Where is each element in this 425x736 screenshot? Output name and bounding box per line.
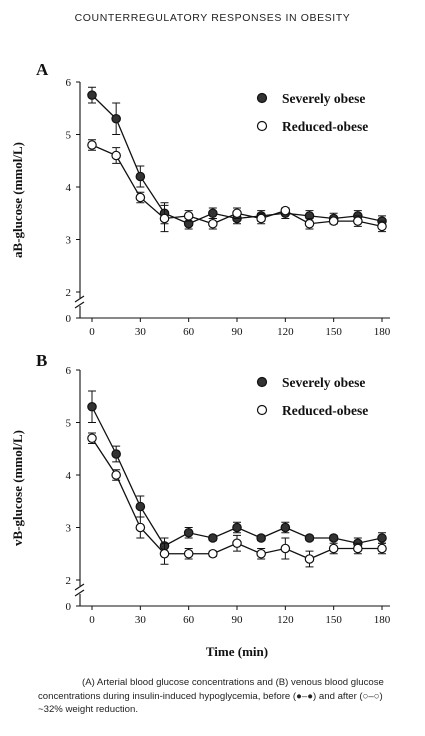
data-point [135,501,146,512]
data-point [208,218,218,229]
series-line [91,94,383,225]
legend-marker [256,376,268,388]
running-header: COUNTERREGULATORY RESPONSES IN OBESITY [74,12,351,24]
data-point [304,218,315,229]
series-reduced-obese [87,432,387,568]
x-tick-label: 150 [325,614,342,626]
data-point [208,208,218,219]
legend-marker [256,120,268,132]
x-tick-label: 90 [232,614,244,626]
y-tick-label: 3 [66,523,72,535]
data-point [353,543,363,554]
data-point [280,543,291,554]
y-tick-label: 4 [66,470,72,482]
x-tick-label: 180 [374,326,391,338]
data-point [256,548,266,559]
y-tick-label: 2 [66,287,72,299]
x-axis-title: Time (min) [206,644,268,659]
panel-label: A [36,60,49,79]
data-point [280,205,291,216]
x-tick-label: 120 [277,326,294,338]
x-tick-label: 60 [183,326,195,338]
legend-label: Severely obese [282,91,365,106]
data-point [111,449,121,459]
data-point [183,548,194,559]
data-point [208,533,218,543]
data-point [353,216,363,226]
data-point [328,216,339,226]
data-point [183,211,194,221]
data-point [232,208,242,219]
data-point [328,543,339,554]
data-point [304,554,315,564]
data-point [256,213,266,224]
x-tick-label: 30 [135,326,147,338]
data-point [159,548,170,559]
data-point [111,470,121,480]
data-point [377,543,387,554]
y-tick-label: 3 [66,235,72,247]
data-point [87,401,97,412]
y-tick-label: 6 [66,365,72,377]
data-point [377,221,387,232]
data-point [208,548,218,559]
y-axis-title: vB-glucose (mmol/L) [10,430,25,546]
data-point [256,533,266,543]
y-tick-label: 5 [66,418,72,430]
data-point [111,150,121,161]
y-tick-label: 0 [66,601,72,613]
data-point [159,213,170,224]
legend-label: Severely obese [282,375,365,390]
axis-break-mark [74,589,85,597]
data-point [232,538,242,549]
data-point [183,527,194,538]
axis-break-mark [74,295,85,303]
data-point [280,522,291,533]
data-point [111,113,121,124]
x-tick-label: 90 [232,326,244,338]
data-point [328,533,339,543]
x-tick-label: 0 [89,326,95,338]
y-tick-label: 0 [66,313,72,325]
data-point [232,522,242,533]
legend-marker [256,92,268,104]
data-point [135,192,146,203]
x-tick-label: 180 [374,614,391,626]
data-point [135,171,146,182]
data-point [135,522,146,533]
y-tick-label: 4 [66,182,72,194]
legend-marker [256,404,268,416]
x-tick-label: 0 [89,614,95,626]
y-tick-label: 5 [66,130,72,142]
legend-label: Reduced-obese [282,403,368,418]
y-tick-label: 2 [66,575,72,587]
axis-break-mark [74,583,85,591]
data-point [304,533,315,543]
x-tick-label: 30 [135,614,147,626]
x-tick-label: 150 [325,326,342,338]
data-point [377,533,387,543]
axis-break-mark [74,301,85,309]
figure-caption: (A) Arterial blood glucose concentration… [38,677,384,715]
panel-label: B [36,351,47,370]
y-axis-title: aB-glucose (mmol/L) [10,142,25,258]
y-tick-label: 6 [66,77,72,89]
x-tick-label: 120 [277,614,294,626]
data-point [87,140,97,150]
series-severely-obese [87,390,387,555]
legend-label: Reduced-obese [282,119,368,134]
data-point [87,433,97,444]
x-tick-label: 60 [183,614,195,626]
series-reduced-obese [87,139,387,233]
data-point [87,90,97,100]
